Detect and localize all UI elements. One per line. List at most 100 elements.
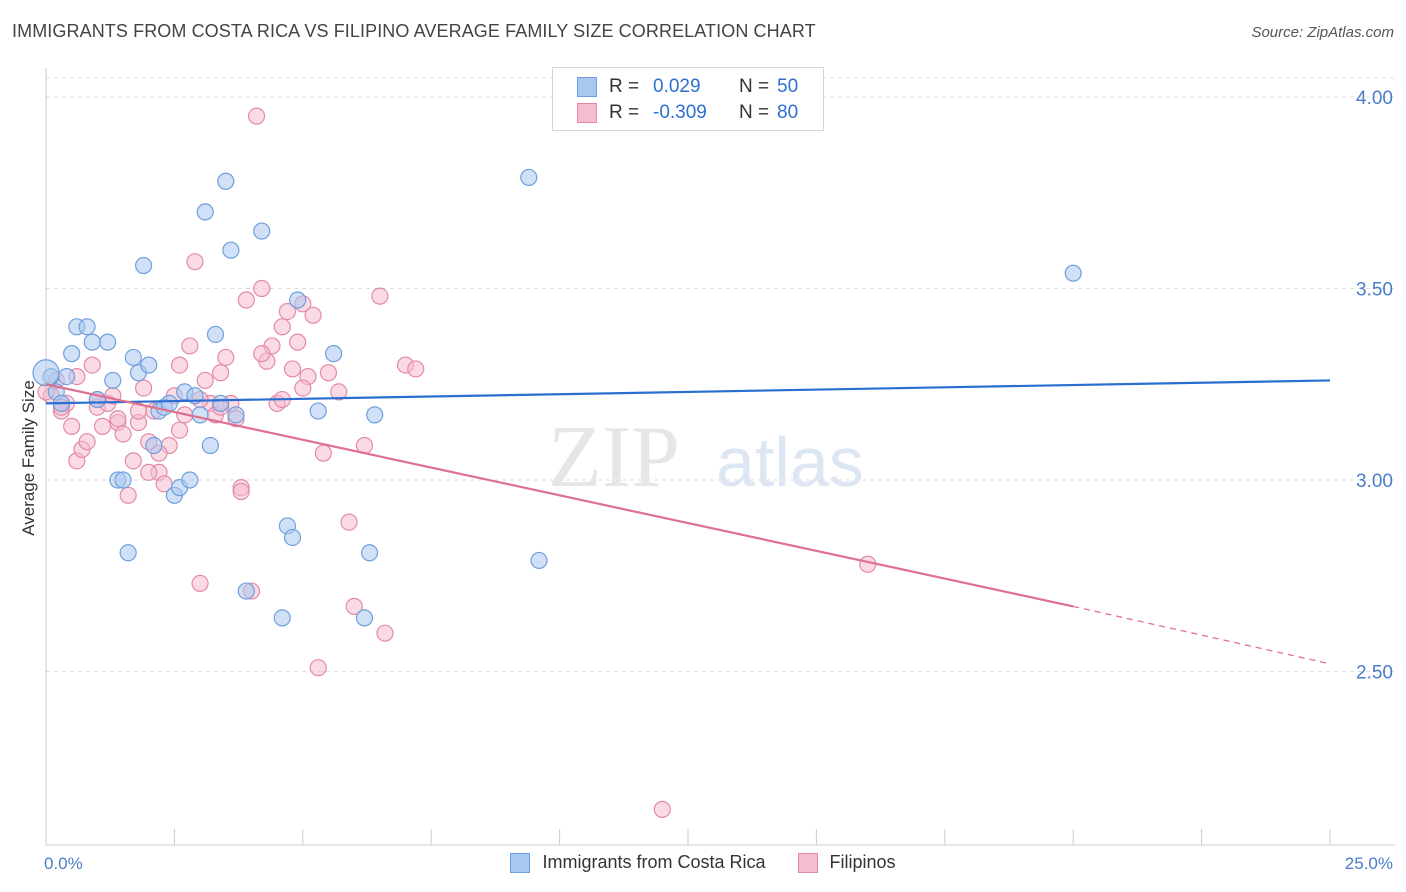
costa-rica-point (134, 256, 153, 275)
filipinos-point (376, 624, 394, 642)
costa-rica-point (181, 471, 199, 489)
source-credit: Source: ZipAtlas.com (1251, 24, 1394, 41)
filipinos-point (129, 402, 148, 420)
costa-rica-point (283, 528, 302, 547)
costa-rica-point (104, 371, 122, 390)
filipinos-trend-extension (1073, 605, 1331, 665)
filipinos-point (253, 345, 271, 363)
x-tick-label-max: 25.0% (1345, 854, 1393, 873)
filipinos-point (83, 356, 101, 374)
costa-rica-point (201, 436, 219, 455)
y-axis-label: Average Family Size (19, 380, 38, 536)
grid-lines (46, 77, 1395, 672)
filipinos-point (119, 486, 137, 504)
filipinos-point (170, 356, 189, 374)
costa-rica-point (289, 291, 307, 309)
costa-rica-point (196, 203, 214, 221)
y-tick-label: 3.00 (1356, 471, 1393, 492)
n-label: N = (739, 76, 770, 97)
series-legend: Immigrants from Costa Rica Filipinos (0, 852, 1406, 873)
legend-item-filipinos[interactable]: Filipinos (797, 852, 896, 873)
filipinos-point (283, 360, 302, 378)
y-tick-label: 4.00 (1356, 88, 1393, 109)
costa-rica-point (217, 172, 235, 190)
costa-rica-points (32, 168, 1082, 627)
costa-rica-point (99, 333, 117, 351)
costa-rica-point (119, 544, 137, 562)
pink-swatch (797, 852, 818, 873)
filipinos-point (191, 574, 209, 593)
costa-rica-point (237, 582, 255, 600)
filipinos-point (124, 452, 142, 470)
filipinos-point (407, 360, 425, 378)
filipinos-point (93, 417, 112, 435)
r-label: R = (609, 102, 640, 123)
costa-rica-point (191, 406, 209, 424)
costa-rica-point (253, 222, 271, 240)
legend-row-costa-rica: R = 0.029 N = 50 (577, 75, 798, 99)
chart-title: IMMIGRANTS FROM COSTA RICA VS FILIPINO A… (12, 21, 816, 41)
r-value: 0.029 (653, 76, 701, 97)
filipinos-point (181, 337, 199, 355)
costa-rica-point (124, 348, 142, 367)
costa-rica-point (212, 394, 230, 412)
filipinos-point (186, 253, 204, 271)
costa-rica-point (1064, 264, 1082, 282)
legend-item-costa-rica[interactable]: Immigrants from Costa Rica (510, 852, 766, 873)
pink-swatch (577, 103, 597, 123)
filipinos-point (304, 306, 322, 324)
blue-swatch (577, 77, 597, 97)
costa-rica-point (63, 345, 81, 363)
filipinos-point (314, 444, 332, 462)
filipinos-point (134, 379, 153, 397)
r-label: R = (609, 76, 640, 97)
filipinos-point (114, 425, 132, 443)
filipinos-point (278, 302, 296, 321)
blue-swatch (510, 852, 531, 873)
costa-rica-point (530, 551, 548, 570)
costa-rica-trend-line (45, 379, 1331, 405)
costa-rica-point (366, 406, 384, 424)
filipinos-point (237, 291, 255, 309)
trend-lines (45, 379, 1331, 665)
filipinos-point (78, 433, 96, 451)
costa-rica-point (57, 367, 76, 386)
costa-rica-point (309, 402, 327, 420)
legend-row-filipinos: R = -0.309 N = 80 (577, 101, 798, 125)
costa-rica-point (355, 609, 374, 627)
costa-rica-point (520, 168, 538, 187)
legend-label: Immigrants from Costa Rica (542, 852, 766, 872)
filipinos-point (371, 287, 389, 305)
axes (45, 68, 1395, 846)
filipinos-point (196, 371, 214, 390)
costa-rica-point (83, 333, 101, 351)
filipinos-point (345, 597, 363, 615)
costa-rica-point (273, 609, 291, 627)
costa-rica-point (32, 359, 60, 387)
legend-label: Filipinos (829, 852, 896, 872)
costa-rica-point (222, 241, 240, 259)
x-tick-label-min: 0.0% (44, 854, 83, 873)
filipinos-point (63, 417, 81, 435)
filipinos-point (247, 107, 266, 125)
costa-rica-point (114, 471, 132, 489)
filipinos-point (140, 463, 158, 481)
x-tick-labels: 0.0% 25.0% (44, 854, 1393, 873)
n-value: 50 (777, 76, 799, 97)
costa-rica-point (78, 318, 96, 336)
filipinos-point (109, 410, 127, 428)
filipinos-point (319, 364, 338, 382)
filipinos-point (273, 318, 291, 336)
filipinos-point (289, 333, 307, 351)
y-tick-labels: 2.50 3.00 3.50 4.00 (1356, 88, 1393, 684)
filipinos-point (212, 364, 230, 382)
costa-rica-point (360, 544, 379, 562)
y-tick-label: 2.50 (1356, 663, 1393, 684)
costa-rica-point (140, 356, 158, 374)
y-tick-label: 3.50 (1356, 280, 1393, 301)
r-value: -0.309 (653, 102, 707, 123)
filipinos-point (170, 421, 189, 439)
costa-rica-point (325, 345, 343, 363)
filipinos-trend-line (45, 383, 1074, 608)
costa-rica-point (206, 325, 225, 344)
